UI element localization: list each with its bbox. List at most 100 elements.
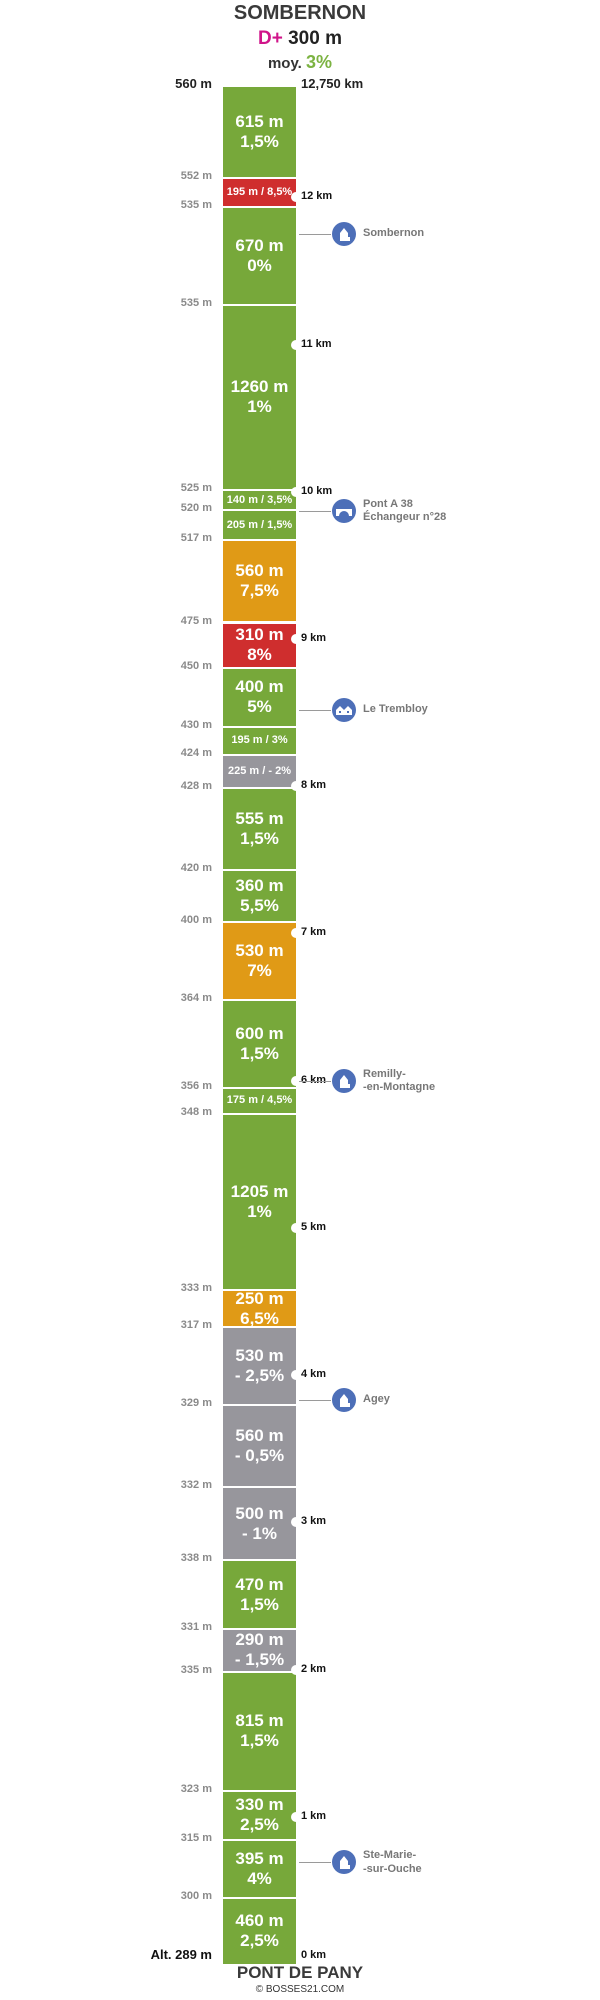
segment-label: 6,5% (240, 1308, 279, 1328)
km-marker: 4 km (301, 1368, 327, 1381)
segment-label: 1% (247, 1202, 272, 1222)
segment-label: 195 m / 3% (231, 734, 288, 747)
church-icon (332, 222, 356, 247)
segment-label: 555 m (235, 808, 284, 828)
segment-label: 140 m / 3,5% (226, 493, 293, 506)
profile-segment: 225 m / - 2% (223, 754, 296, 788)
segment-label: - 0,5% (234, 1445, 285, 1465)
segment-label: 1,5% (240, 1731, 279, 1751)
segment-label: 225 m / - 2% (228, 765, 291, 778)
segment-label: 1260 m (230, 377, 289, 397)
km-notch (291, 1811, 301, 1822)
altitude-label: 520 m (180, 502, 212, 515)
segment-label: 175 m / 4,5% (226, 1094, 293, 1107)
altitude-label: 430 m (180, 718, 212, 731)
profile-segment: 530 m- 2,5% (223, 1326, 296, 1404)
km-marker: 7 km (301, 926, 327, 939)
houses-icon (332, 697, 356, 722)
segment-label: 560 m (235, 1425, 284, 1445)
poi-leader-line (299, 1862, 331, 1864)
altitude-label: 329 m (180, 1396, 212, 1409)
segment-label: 330 m (235, 1795, 284, 1815)
segment-label: 560 m (235, 561, 284, 581)
altitude-label: 535 m (180, 297, 212, 310)
segment-label: 205 m / 1,5% (226, 518, 293, 531)
profile-segment: 1205 m 1% (223, 1112, 296, 1290)
segment-label: 8% (247, 645, 272, 665)
km-notch (291, 339, 301, 350)
poi-leader-line (299, 1080, 331, 1082)
segment-label: 530 m (235, 941, 284, 961)
start-location-title: PONT DE PANY (236, 1963, 364, 1982)
km-notch (291, 781, 301, 792)
altitude-label: 348 m (180, 1105, 212, 1118)
poi-label-line: -en-Montagne (363, 1080, 436, 1093)
segment-label: 7,5% (240, 581, 279, 601)
km-notch (291, 1664, 301, 1675)
km-notch (291, 1075, 301, 1086)
altitude-label: 364 m (180, 992, 212, 1005)
km-marker: 12 km (301, 190, 333, 203)
segment-label: 500 m (235, 1503, 284, 1523)
poi-label-line: Ste-Marie- (363, 1849, 417, 1862)
segment-label: 4% (247, 1868, 272, 1888)
km-marker: 3 km (301, 1515, 327, 1528)
segment-label: 250 m (235, 1288, 284, 1308)
altitude-label: 315 m (180, 1831, 212, 1844)
km-marker: 5 km (301, 1220, 327, 1233)
poi-leader-line (299, 1400, 331, 1402)
summit-altitude: 560 m (175, 76, 212, 91)
segment-label: 1,5% (240, 1044, 279, 1064)
km-marker: 2 km (301, 1662, 327, 1675)
poi-label-line: Le Trembloy (363, 702, 428, 715)
altitude-label: 428 m (180, 780, 212, 793)
altitude-label: 400 m (180, 914, 212, 927)
poi-label: Pont A 38 Échangeur n°28 (363, 498, 446, 524)
avg-label: moy. (267, 55, 302, 72)
poi-label: Sombernon (363, 227, 424, 240)
segment-label: 2,5% (240, 1815, 279, 1835)
km-notch (291, 1517, 301, 1528)
climb-title: SOMBERNON (233, 2, 367, 24)
profile-segment: 560 m 7,5% (223, 539, 296, 622)
segment-label: 1205 m (230, 1182, 289, 1202)
start-distance: 0 km (301, 1949, 327, 1961)
altitude-label: 317 m (180, 1319, 212, 1332)
segment-label: 360 m (235, 875, 284, 895)
km-marker: 10 km (301, 484, 333, 497)
poi-label-line: Pont A 38 (363, 497, 413, 510)
poi-leader-line (299, 234, 331, 236)
profile-segment: 460 m 2,5% (223, 1896, 296, 1964)
profile-segment: 330 m 2,5% (223, 1790, 296, 1839)
altitude-label: 300 m (180, 1889, 212, 1902)
poi-leader-line (299, 510, 331, 512)
altitude-label: 420 m (180, 861, 212, 874)
altitude-label: 450 m (180, 659, 212, 672)
segment-label: 1,5% (240, 828, 279, 848)
poi-label-line: Remilly- (363, 1067, 406, 1080)
segment-label: 400 m (235, 677, 284, 697)
segment-label: - 2,5% (234, 1365, 285, 1385)
profile-segment: 395 m 4% (223, 1838, 296, 1897)
profile-segment: 205 m / 1,5% (223, 509, 296, 540)
km-marker: 1 km (301, 1809, 327, 1822)
segment-label: 290 m (235, 1630, 284, 1650)
km-notch (291, 928, 301, 939)
altitude-label: 552 m (180, 170, 212, 183)
altitude-label: 335 m (180, 1663, 212, 1676)
altitude-label: 332 m (180, 1478, 212, 1491)
km-notch (291, 1370, 301, 1381)
altitude-label: 525 m (180, 481, 212, 494)
profile-segment: 140 m / 3,5% (223, 488, 296, 510)
profile-segment: 500 m- 1% (223, 1485, 296, 1560)
profile-segment: 360 m 5,5% (223, 868, 296, 922)
altitude-label: 517 m (180, 532, 212, 545)
km-notch (291, 192, 301, 203)
profile-segment: 310 m 8% (223, 621, 296, 667)
altitude-label: 323 m (180, 1783, 212, 1796)
altitude-label: 475 m (180, 614, 212, 627)
poi-label-line: Sombernon (363, 227, 425, 240)
km-marker: 9 km (301, 632, 327, 645)
profile-segment: 670 m 0% (223, 205, 296, 304)
church-icon (332, 1388, 356, 1413)
